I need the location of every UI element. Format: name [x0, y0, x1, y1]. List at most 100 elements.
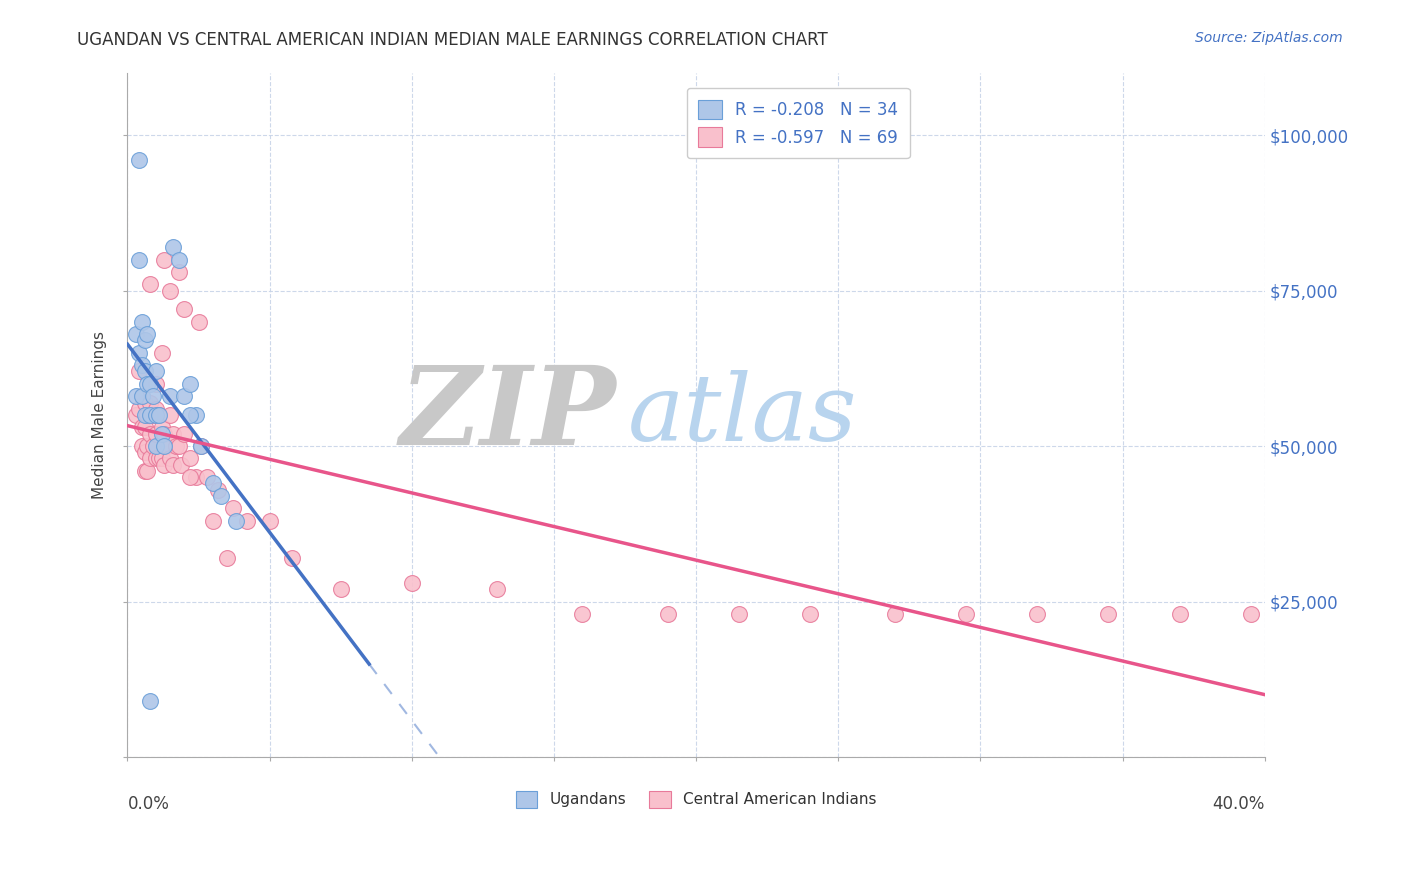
Point	[159, 408, 181, 422]
Point	[159, 451, 181, 466]
Point	[134, 364, 156, 378]
Point	[131, 389, 153, 403]
Point	[179, 451, 201, 466]
Point	[148, 408, 170, 422]
Point	[884, 607, 907, 621]
Point	[139, 395, 162, 409]
Point	[145, 439, 167, 453]
Point	[134, 334, 156, 348]
Point	[207, 483, 229, 497]
Point	[128, 153, 150, 167]
Point	[1097, 607, 1119, 621]
Point	[156, 439, 179, 453]
Point	[173, 426, 195, 441]
Point	[153, 252, 176, 267]
Point	[201, 476, 224, 491]
Point	[136, 464, 159, 478]
Point	[162, 458, 184, 472]
Point	[179, 376, 201, 391]
Point	[136, 327, 159, 342]
Point	[136, 439, 159, 453]
Point	[159, 389, 181, 403]
Point	[148, 408, 170, 422]
Point	[329, 582, 352, 596]
Point	[165, 439, 187, 453]
Point	[142, 389, 165, 403]
Point	[145, 401, 167, 416]
Point	[131, 358, 153, 372]
Point	[139, 451, 162, 466]
Text: atlas: atlas	[628, 370, 858, 460]
Point	[225, 514, 247, 528]
Point	[145, 376, 167, 391]
Point	[162, 240, 184, 254]
Point	[150, 451, 173, 466]
Point	[281, 551, 304, 566]
Point	[170, 458, 193, 472]
Point	[125, 389, 148, 403]
Point	[134, 420, 156, 434]
Legend: Ugandans, Central American Indians: Ugandans, Central American Indians	[510, 784, 883, 814]
Point	[131, 420, 153, 434]
Point	[173, 302, 195, 317]
Point	[134, 464, 156, 478]
Point	[173, 389, 195, 403]
Point	[139, 426, 162, 441]
Point	[195, 470, 218, 484]
Point	[131, 389, 153, 403]
Point	[139, 408, 162, 422]
Point	[167, 265, 190, 279]
Point	[236, 514, 259, 528]
Point	[150, 345, 173, 359]
Point	[179, 408, 201, 422]
Text: UGANDAN VS CENTRAL AMERICAN INDIAN MEDIAN MALE EARNINGS CORRELATION CHART: UGANDAN VS CENTRAL AMERICAN INDIAN MEDIA…	[77, 31, 828, 49]
Point	[148, 451, 170, 466]
Point	[184, 470, 207, 484]
Point	[134, 445, 156, 459]
Point	[136, 376, 159, 391]
Y-axis label: Median Male Earnings: Median Male Earnings	[93, 331, 107, 499]
Point	[153, 458, 176, 472]
Point	[187, 315, 209, 329]
Text: Source: ZipAtlas.com: Source: ZipAtlas.com	[1195, 31, 1343, 45]
Point	[153, 439, 176, 453]
Point	[201, 514, 224, 528]
Point	[128, 364, 150, 378]
Point	[128, 252, 150, 267]
Point	[134, 408, 156, 422]
Point	[128, 345, 150, 359]
Point	[131, 439, 153, 453]
Point	[727, 607, 749, 621]
Point	[190, 439, 212, 453]
Point	[134, 395, 156, 409]
Text: 40.0%: 40.0%	[1212, 795, 1265, 813]
Point	[1168, 607, 1191, 621]
Point	[209, 489, 232, 503]
Point	[131, 315, 153, 329]
Point	[125, 327, 148, 342]
Point	[145, 408, 167, 422]
Point	[221, 501, 243, 516]
Point	[139, 277, 162, 292]
Point	[159, 284, 181, 298]
Point	[184, 408, 207, 422]
Point	[142, 408, 165, 422]
Point	[571, 607, 593, 621]
Point	[153, 426, 176, 441]
Point	[167, 252, 190, 267]
Point	[190, 439, 212, 453]
Point	[486, 582, 509, 596]
Point	[128, 401, 150, 416]
Point	[162, 426, 184, 441]
Point	[1026, 607, 1049, 621]
Point	[179, 470, 201, 484]
Text: ZIP: ZIP	[399, 361, 617, 468]
Point	[136, 408, 159, 422]
Point	[1239, 607, 1261, 621]
Text: 0.0%: 0.0%	[128, 795, 169, 813]
Point	[139, 376, 162, 391]
Point	[215, 551, 238, 566]
Point	[401, 575, 423, 590]
Point	[145, 426, 167, 441]
Point	[142, 439, 165, 453]
